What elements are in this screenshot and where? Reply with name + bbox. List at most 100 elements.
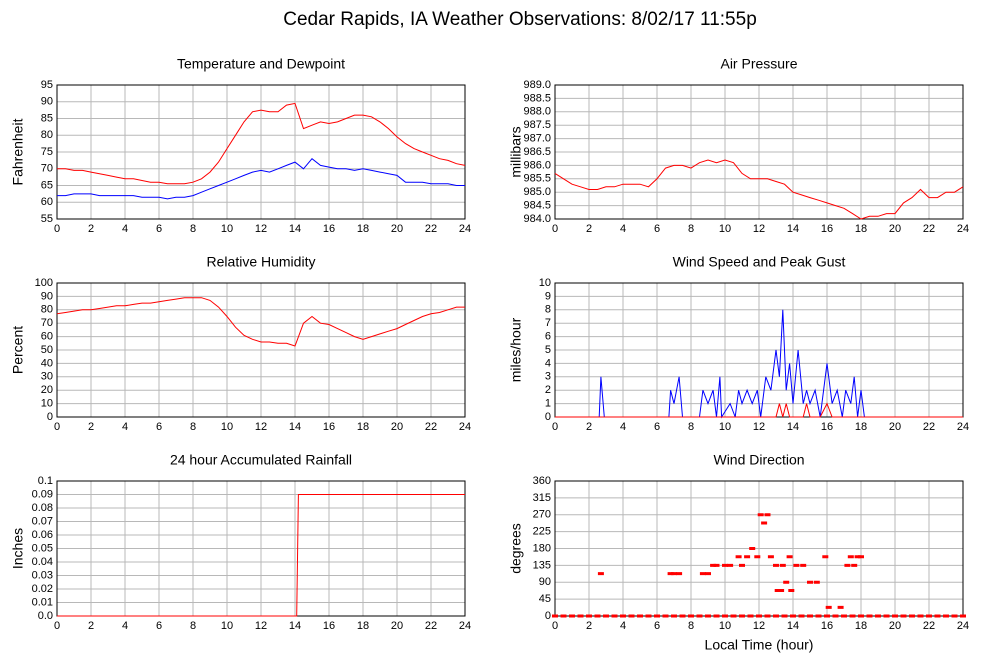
data-point <box>754 555 761 559</box>
chart-title: Wind Direction <box>713 452 804 468</box>
y-tick-label: 985.5 <box>523 173 551 185</box>
y-tick-label: 984.0 <box>523 213 551 225</box>
data-point <box>552 614 558 618</box>
y-tick-label: 5 <box>545 344 551 356</box>
y-tick-label: 988.5 <box>523 92 551 104</box>
chart-title: 24 hour Accumulated Rainfall <box>170 452 352 468</box>
x-tick-label: 10 <box>719 620 731 632</box>
data-point <box>744 555 751 559</box>
y-tick-label: 0.03 <box>32 569 53 581</box>
y-tick-label: 0.08 <box>32 502 53 514</box>
x-tick-label: 16 <box>323 223 335 235</box>
y-tick-label: 80 <box>41 129 53 141</box>
data-point <box>735 555 742 559</box>
y-tick-label: 0.05 <box>32 542 53 554</box>
x-tick-label: 4 <box>122 223 128 235</box>
data-point <box>781 614 788 618</box>
x-tick-label: 8 <box>688 223 694 235</box>
y-tick-label: 225 <box>533 526 551 538</box>
data-point <box>800 563 807 567</box>
data-point <box>756 614 762 618</box>
x-tick-label: 10 <box>719 421 731 433</box>
data-point <box>722 563 728 567</box>
y-tick-label: 360 <box>533 475 551 487</box>
x-tick-label: 12 <box>753 421 765 433</box>
y-tick-label: 0.09 <box>32 488 53 500</box>
data-line <box>555 402 963 418</box>
x-axis-label: Local Time (hour) <box>705 637 814 653</box>
x-tick-label: 2 <box>586 223 592 235</box>
x-tick-label: 8 <box>190 620 196 632</box>
x-tick-label: 20 <box>391 620 403 632</box>
data-point <box>960 614 966 618</box>
y-tick-label: 180 <box>533 542 551 554</box>
x-tick-label: 0 <box>54 223 60 235</box>
y-tick-label: 10 <box>41 398 53 410</box>
data-point <box>603 614 609 618</box>
data-point <box>883 614 890 618</box>
data-point <box>722 614 728 618</box>
data-point <box>943 614 949 618</box>
data-point <box>761 521 768 525</box>
data-point <box>628 614 635 618</box>
data-point <box>858 614 864 618</box>
x-tick-label: 6 <box>156 421 162 433</box>
y-tick-label: 10 <box>539 277 551 289</box>
data-point <box>779 563 786 567</box>
x-tick-label: 14 <box>787 223 799 235</box>
x-tick-label: 12 <box>753 620 765 632</box>
x-tick-label: 4 <box>122 620 128 632</box>
y-axis-label: Fahrenheit <box>10 118 26 185</box>
data-point <box>926 614 932 618</box>
x-tick-label: 16 <box>323 620 335 632</box>
y-tick-label: 85 <box>41 112 53 124</box>
y-tick-label: 45 <box>539 593 551 605</box>
chart-title: Wind Speed and Peak Gust <box>673 254 846 270</box>
y-tick-label: 100 <box>35 277 53 289</box>
data-point <box>560 614 567 618</box>
x-tick-label: 0 <box>54 421 60 433</box>
data-point <box>637 614 643 618</box>
x-tick-label: 8 <box>190 223 196 235</box>
data-point <box>739 614 745 618</box>
x-tick-label: 22 <box>425 223 437 235</box>
data-point <box>764 614 771 618</box>
plot-frame <box>56 84 466 220</box>
chart-title: Air Pressure <box>720 56 797 72</box>
data-point <box>577 614 584 618</box>
x-tick-label: 2 <box>88 223 94 235</box>
data-point <box>611 614 618 618</box>
x-tick-label: 12 <box>255 223 267 235</box>
y-tick-label: 0 <box>545 411 551 423</box>
data-point <box>645 614 652 618</box>
data-point <box>854 555 861 559</box>
y-axis-label: Inches <box>10 528 26 569</box>
y-tick-label: 90 <box>41 96 53 108</box>
x-tick-label: 16 <box>323 421 335 433</box>
data-point <box>807 614 813 618</box>
data-point <box>773 563 779 567</box>
x-tick-label: 0 <box>54 620 60 632</box>
x-tick-label: 20 <box>889 223 901 235</box>
x-tick-label: 6 <box>654 620 660 632</box>
x-tick-label: 24 <box>459 223 471 235</box>
x-tick-label: 20 <box>391 223 403 235</box>
x-tick-label: 6 <box>654 421 660 433</box>
data-point <box>815 614 822 618</box>
data-point <box>757 513 764 517</box>
x-tick-label: 4 <box>620 223 626 235</box>
data-point <box>851 563 858 567</box>
data-point <box>934 614 941 618</box>
data-point <box>774 589 781 592</box>
y-tick-label: 270 <box>533 509 551 521</box>
data-point <box>739 563 745 567</box>
y-tick-label: 0.01 <box>32 596 53 608</box>
data-point <box>767 555 774 559</box>
data-point <box>917 614 924 618</box>
data-point <box>793 563 800 567</box>
y-tick-label: 20 <box>41 384 53 396</box>
x-tick-label: 4 <box>122 421 128 433</box>
data-point <box>667 572 674 576</box>
y-axis-label: Percent <box>10 326 26 374</box>
